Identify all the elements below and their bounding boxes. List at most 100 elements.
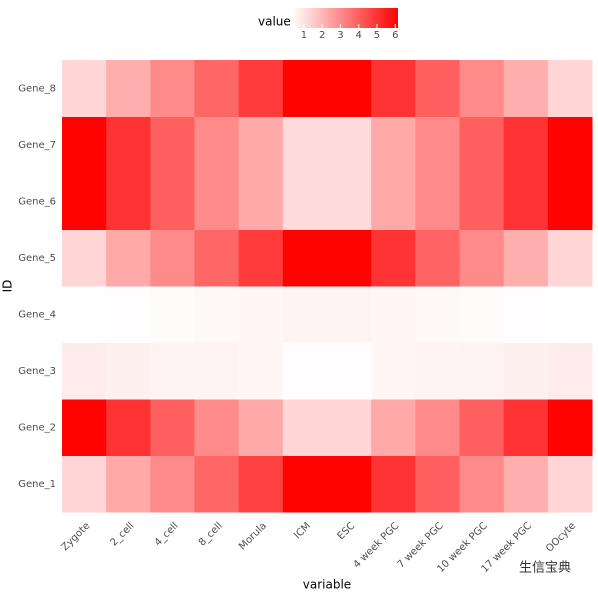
- cell: [415, 342, 460, 400]
- y-tick-label: Gene_5: [18, 253, 56, 264]
- cell: [371, 60, 416, 117]
- cell: [503, 342, 549, 400]
- colorbar-tick-label: 2: [319, 30, 325, 41]
- cell: [503, 229, 549, 287]
- legend-title: value: [258, 15, 291, 29]
- cell: [194, 60, 240, 117]
- cell: [106, 116, 151, 174]
- cell: [459, 455, 505, 513]
- cell: [194, 455, 240, 513]
- cell: [150, 60, 195, 117]
- cell: [547, 399, 593, 456]
- colorbar-tick-label: 6: [392, 30, 398, 41]
- cell: [150, 116, 195, 174]
- cell: [106, 455, 151, 513]
- cell: [415, 229, 460, 287]
- cell: [62, 173, 107, 230]
- cell: [415, 116, 460, 174]
- cell: [194, 229, 240, 287]
- y-tick-label: Gene_7: [18, 140, 56, 151]
- y-tick-label: Gene_8: [18, 83, 56, 94]
- y-tick-label: Gene_2: [18, 422, 56, 433]
- cell: [503, 173, 549, 230]
- cell: [371, 173, 416, 230]
- cell: [238, 60, 284, 117]
- cell: [238, 342, 284, 400]
- x-tick-label: 8_cell: [197, 520, 225, 548]
- cell: [62, 286, 107, 343]
- cell: [327, 60, 372, 117]
- cell: [62, 342, 107, 400]
- cell: [62, 116, 107, 174]
- cell: [282, 173, 328, 230]
- colorbar: [292, 8, 398, 28]
- y-axis-title: ID: [1, 280, 15, 293]
- cell: [194, 116, 240, 174]
- y-tick-label: Gene_1: [18, 479, 56, 490]
- cell: [459, 116, 505, 174]
- colorbar-tick-label: 1: [301, 30, 307, 41]
- cell: [415, 455, 460, 513]
- colorbar-tick-label: 5: [374, 30, 380, 41]
- cell: [327, 286, 372, 343]
- cell: [150, 173, 195, 230]
- x-tick-label: 2_cell: [109, 520, 137, 548]
- cell: [282, 286, 328, 343]
- cell: [194, 399, 240, 456]
- y-tick-label: Gene_4: [18, 309, 56, 320]
- cell: [503, 60, 549, 117]
- cell: [415, 60, 460, 117]
- cell: [327, 342, 372, 400]
- cell: [62, 399, 107, 456]
- cell: [459, 173, 505, 230]
- cell: [327, 173, 372, 230]
- cell: [150, 455, 195, 513]
- cell: [282, 455, 328, 513]
- cell: [459, 286, 505, 343]
- cell: [415, 173, 460, 230]
- cell: [415, 286, 460, 343]
- cell: [327, 229, 372, 287]
- cell: [547, 173, 593, 230]
- cell: [194, 286, 240, 343]
- cell: [371, 229, 416, 287]
- cell: [327, 399, 372, 456]
- cell: [106, 286, 151, 343]
- cell: [106, 229, 151, 287]
- x-tick-label: OOcyte: [544, 520, 578, 554]
- cell: [150, 286, 195, 343]
- cell: [106, 60, 151, 117]
- y-tick-label: Gene_3: [18, 366, 56, 377]
- cell: [150, 399, 195, 456]
- colorbar-tick-label: 4: [356, 30, 362, 41]
- cell: [282, 399, 328, 456]
- cell: [282, 116, 328, 174]
- cell: [238, 399, 284, 456]
- x-tick-label: Morula: [237, 520, 269, 552]
- cell: [194, 173, 240, 230]
- cell: [371, 116, 416, 174]
- cell: [62, 229, 107, 287]
- cell: [371, 455, 416, 513]
- cell: [106, 173, 151, 230]
- cell: [282, 60, 328, 117]
- colorbar-tick-label: 3: [337, 30, 343, 41]
- cell: [459, 342, 505, 400]
- y-tick-label: Gene_6: [18, 196, 56, 207]
- x-tick-label: ICM: [292, 520, 313, 541]
- cell: [371, 399, 416, 456]
- cell: [150, 342, 195, 400]
- x-tick-label: Zygote: [60, 520, 93, 553]
- cell: [327, 455, 372, 513]
- cell: [503, 286, 549, 343]
- cell: [194, 342, 240, 400]
- cell: [327, 116, 372, 174]
- cell: [282, 342, 328, 400]
- cell: [62, 60, 107, 117]
- cell: [371, 342, 416, 400]
- cell: [503, 116, 549, 174]
- cell: [106, 399, 151, 456]
- cell: [238, 455, 284, 513]
- cell: [547, 229, 593, 287]
